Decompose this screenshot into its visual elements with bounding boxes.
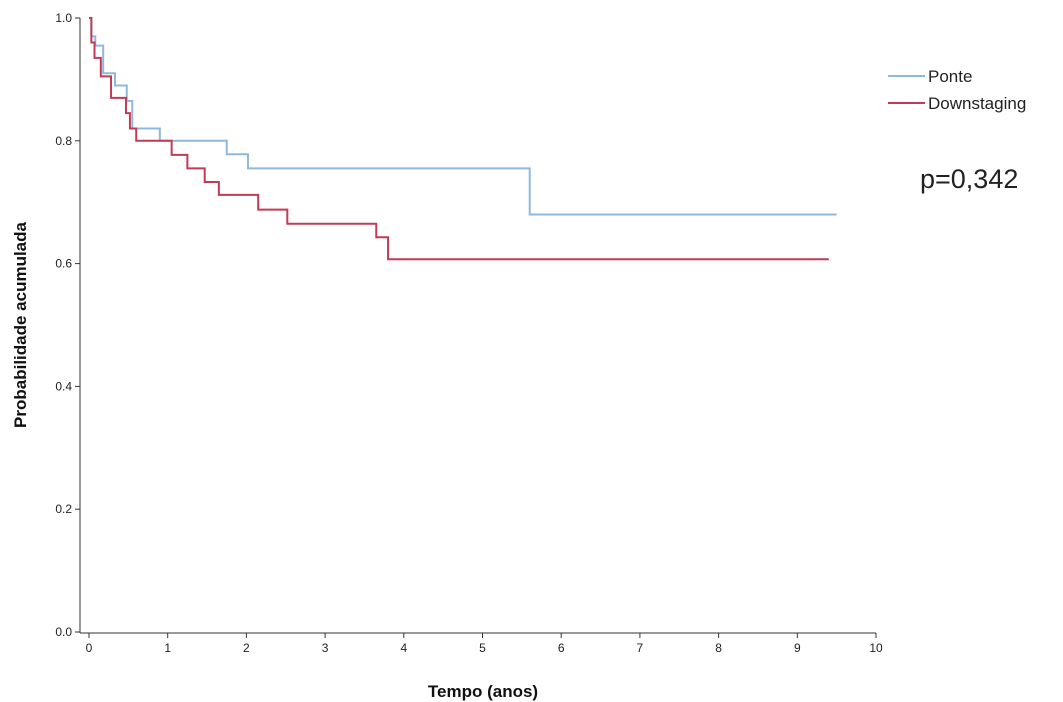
series-line-ponte <box>89 17 837 216</box>
x-ticks: 0 1 2 3 4 5 6 7 8 9 10 <box>86 633 883 655</box>
x-tick-label: 8 <box>715 641 722 655</box>
x-tick-label: 0 <box>86 641 93 655</box>
series-line-downstaging <box>89 17 829 261</box>
y-tick-label: 1.0 <box>55 11 72 25</box>
x-tick-label: 10 <box>869 641 883 655</box>
x-tick-label: 2 <box>243 641 250 655</box>
axes <box>79 18 876 634</box>
y-axis-title: Probabilidade acumulada <box>11 221 30 427</box>
y-tick-label: 0.2 <box>55 502 72 516</box>
legend-label: Downstaging <box>928 94 1026 113</box>
legend-label: Ponte <box>928 67 972 86</box>
y-tick-label: 0.0 <box>55 625 72 639</box>
x-tick-label: 1 <box>164 641 171 655</box>
x-tick-label: 6 <box>558 641 565 655</box>
x-tick-label: 4 <box>400 641 407 655</box>
x-tick-label: 9 <box>794 641 801 655</box>
y-tick-label: 0.8 <box>55 134 72 148</box>
x-tick-label: 7 <box>637 641 644 655</box>
series-group <box>89 17 837 261</box>
x-axis-title: Tempo (anos) <box>428 682 538 701</box>
x-tick-label: 5 <box>479 641 486 655</box>
y-tick-label: 0.4 <box>55 379 72 393</box>
p-value-annotation: p=0,342 <box>920 164 1018 194</box>
y-tick-label: 0.6 <box>55 257 72 271</box>
y-ticks: 0.0 0.2 0.4 0.6 0.8 1.0 <box>55 11 80 639</box>
x-tick-label: 3 <box>322 641 329 655</box>
legend: Ponte Downstaging <box>888 67 1026 113</box>
